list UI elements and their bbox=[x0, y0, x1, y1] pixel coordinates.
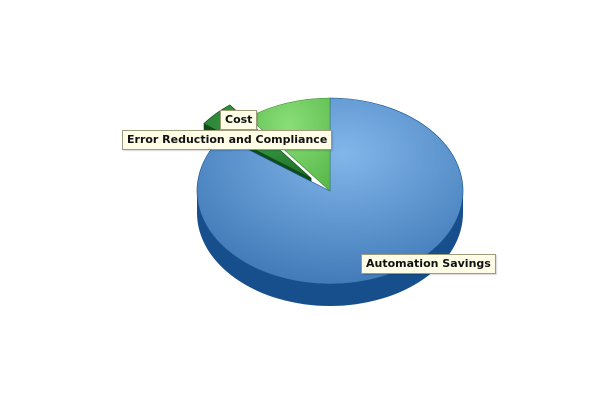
slice-label-error-reduction: Error Reduction and Compliance bbox=[122, 130, 333, 150]
pie-side-automation-savings bbox=[197, 191, 463, 306]
slice-label-automation-savings: Automation Savings bbox=[361, 254, 496, 274]
slice-label-cost: Cost bbox=[220, 110, 258, 130]
